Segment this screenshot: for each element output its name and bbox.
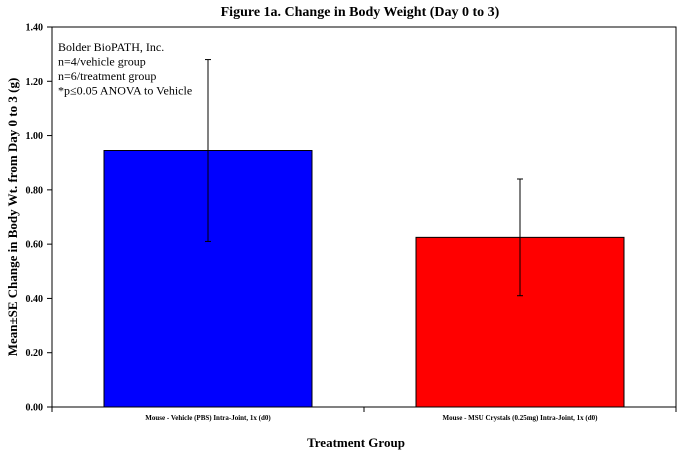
annotation-line: *p≤0.05 ANOVA to Vehicle [58,84,192,98]
y-axis-title: Mean±SE Change in Body Wt. from Day 0 to… [5,78,20,357]
annotation-line: Bolder BioPATH, Inc. [58,40,164,54]
x-category-label: Mouse - Vehicle (PBS) Intra-Joint, 1x (d… [145,414,271,422]
annotation-line: n=4/vehicle group [58,55,146,69]
y-axis: 0.00 0.20 0.40 0.60 0.80 1.00 1.20 1.40 [26,23,52,414]
y-tick-label: 1.00 [26,131,44,142]
annotation-box: Bolder BioPATH, Inc.n=4/vehicle groupn=6… [58,40,192,98]
y-tick-label: 0.20 [26,348,44,359]
y-tick-label: 0.00 [26,403,44,414]
error-bars-group [205,59,523,297]
y-tick-label: 0.40 [26,294,44,305]
y-tick-label: 0.80 [26,185,44,196]
x-category-label: Mouse - MSU Crystals (0.25mg) Intra-Join… [443,414,599,422]
x-axis: Mouse - Vehicle (PBS) Intra-Joint, 1x (d… [51,407,677,422]
chart-title: Figure 1a. Change in Body Weight (Day 0 … [221,5,500,20]
x-axis-title: Treatment Group [307,435,405,450]
y-tick-label: 1.40 [26,23,44,34]
y-tick-label: 1.20 [26,77,44,88]
y-tick-label: 0.60 [26,240,44,251]
annotation-line: n=6/treatment group [58,69,156,83]
